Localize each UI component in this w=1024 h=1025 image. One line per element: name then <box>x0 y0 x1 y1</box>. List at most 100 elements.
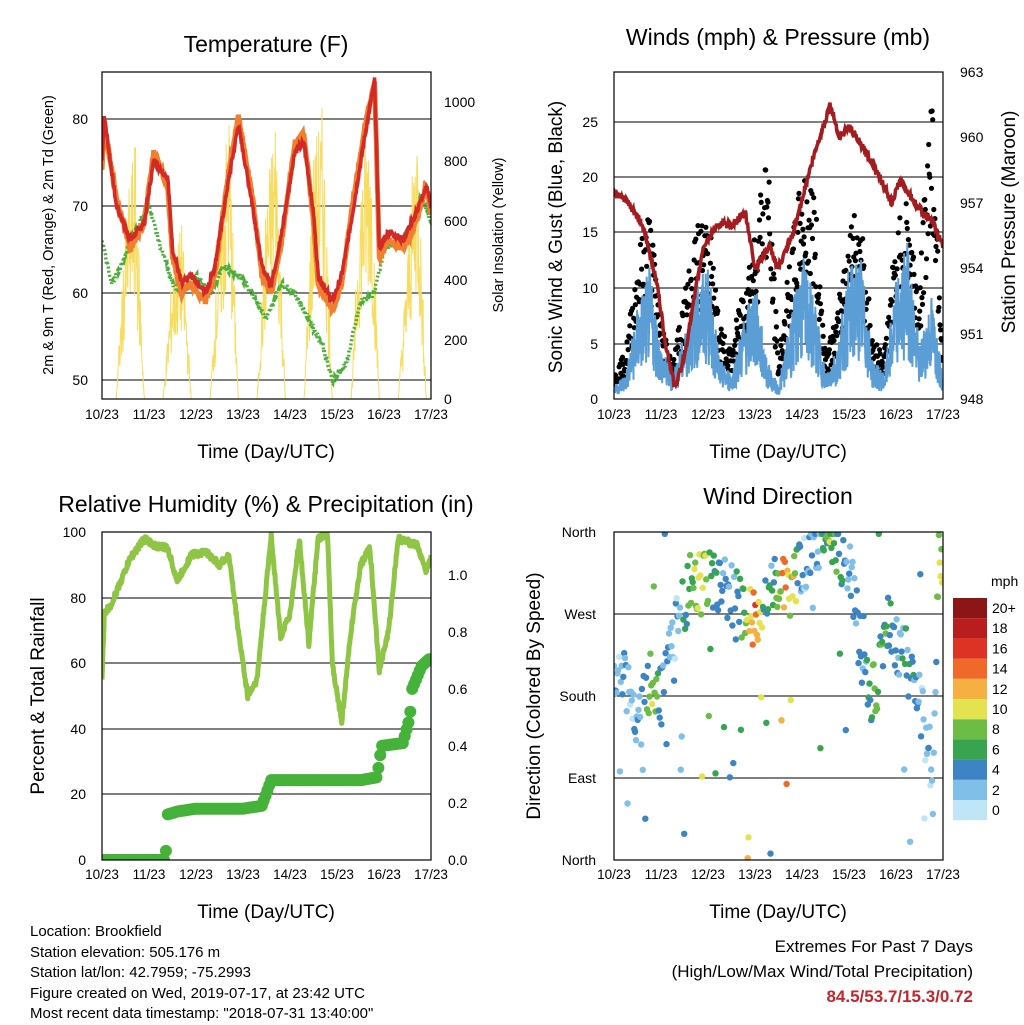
direction-point <box>917 571 924 578</box>
direction-point <box>932 688 939 696</box>
gust-point <box>640 281 646 287</box>
tick-label: 10 <box>582 280 598 296</box>
temperature-9m-line <box>102 77 431 305</box>
gust-point <box>693 236 699 242</box>
direction-point <box>681 830 688 837</box>
direction-point <box>645 709 652 717</box>
gust-point <box>751 237 758 243</box>
direction-point <box>902 625 910 632</box>
gust-point <box>825 367 831 373</box>
direction-point <box>745 834 752 841</box>
direction-point <box>879 638 886 646</box>
direction-point <box>801 534 808 542</box>
gust-point <box>795 229 801 235</box>
gust-point <box>764 204 770 210</box>
direction-point <box>746 627 753 635</box>
gust-point <box>639 266 645 272</box>
direction-point <box>630 691 637 698</box>
direction-point <box>676 604 684 611</box>
gust-point <box>897 215 903 221</box>
direction-point <box>659 662 667 669</box>
colorbar-title: mph <box>991 573 1018 589</box>
rainfall-point <box>370 771 383 784</box>
extremes-subtitle: (High/Low/Max Wind/Total Precipitation) <box>671 962 973 981</box>
location-text: Location: Brookfield <box>30 923 162 940</box>
direction-point <box>861 651 868 658</box>
gust-point <box>650 242 656 248</box>
gust-point <box>928 185 935 191</box>
gust-point <box>874 342 880 348</box>
tick-label: East <box>568 770 596 786</box>
direction-point <box>679 578 686 585</box>
direction-point <box>750 589 757 596</box>
direction-point <box>891 662 899 669</box>
direction-point <box>833 568 840 575</box>
direction-point <box>639 766 646 774</box>
gust-point <box>770 296 776 302</box>
gust-point <box>711 295 717 301</box>
gust-point <box>639 235 645 242</box>
direction-point <box>716 559 723 567</box>
direction-point <box>665 630 673 637</box>
gust-point <box>799 211 805 217</box>
direction-point <box>712 770 719 777</box>
direction-point <box>921 815 928 822</box>
gust-point <box>879 360 886 366</box>
direction-left-ticks: North East South West North <box>559 524 596 868</box>
gust-point <box>784 279 790 285</box>
colorbar-swatch <box>953 598 987 619</box>
gust-point <box>772 344 778 350</box>
tick-label: 60 <box>72 285 88 301</box>
gust-point <box>732 337 738 343</box>
tick-label: 400 <box>444 272 468 288</box>
direction-point <box>815 564 822 571</box>
direction-point <box>846 543 854 550</box>
gust-point <box>909 249 915 256</box>
direction-point <box>632 737 640 744</box>
humidity-title: Relative Humidity (%) & Precipitation (i… <box>58 491 473 517</box>
direction-point <box>936 559 943 566</box>
gust-point <box>627 323 633 329</box>
gust-point <box>853 250 859 256</box>
sonic-wind-line <box>614 242 943 395</box>
direction-point <box>623 708 630 715</box>
tick-label: 0 <box>78 852 86 868</box>
gust-point <box>848 224 855 230</box>
winds-right-ticks: 948 951 954 957 960 963 <box>960 64 984 407</box>
gust-point <box>796 190 802 196</box>
gust-point <box>648 227 654 233</box>
direction-point <box>691 565 698 573</box>
direction-point <box>916 671 923 678</box>
gust-point <box>938 327 943 333</box>
gust-point <box>918 323 924 329</box>
gust-point <box>918 250 925 256</box>
gust-point <box>632 302 639 308</box>
gust-point <box>712 287 719 293</box>
direction-point <box>783 780 790 788</box>
winds-title: Winds (mph) & Pressure (mb) <box>626 24 930 50</box>
direction-point <box>624 800 631 807</box>
x-tick-label: 15/23 <box>832 867 866 882</box>
gust-point <box>807 270 813 277</box>
direction-point <box>814 548 822 555</box>
direction-point <box>930 749 937 756</box>
tick-label: 50 <box>72 372 88 388</box>
relative-humidity-line <box>102 532 431 726</box>
direction-point <box>917 733 925 740</box>
rainfall-point <box>423 653 431 666</box>
direction-point <box>668 643 675 650</box>
gust-point <box>816 291 822 298</box>
direction-point <box>713 569 720 576</box>
direction-point <box>730 759 737 767</box>
direction-point <box>844 585 851 592</box>
gust-point <box>917 308 923 314</box>
direction-point <box>873 705 881 713</box>
humidity-plot-frame <box>101 531 432 861</box>
temperature-ylabel-right: Solar Insolation (Yellow) <box>491 157 507 312</box>
gust-point <box>801 234 807 240</box>
speed-colorbar: mph 0 2 4 6 8 10 12 14 16 18 20+ <box>953 573 1018 821</box>
gust-point <box>759 241 765 247</box>
gust-point <box>819 308 825 314</box>
gust-point <box>895 230 901 236</box>
gust-point <box>646 218 653 224</box>
